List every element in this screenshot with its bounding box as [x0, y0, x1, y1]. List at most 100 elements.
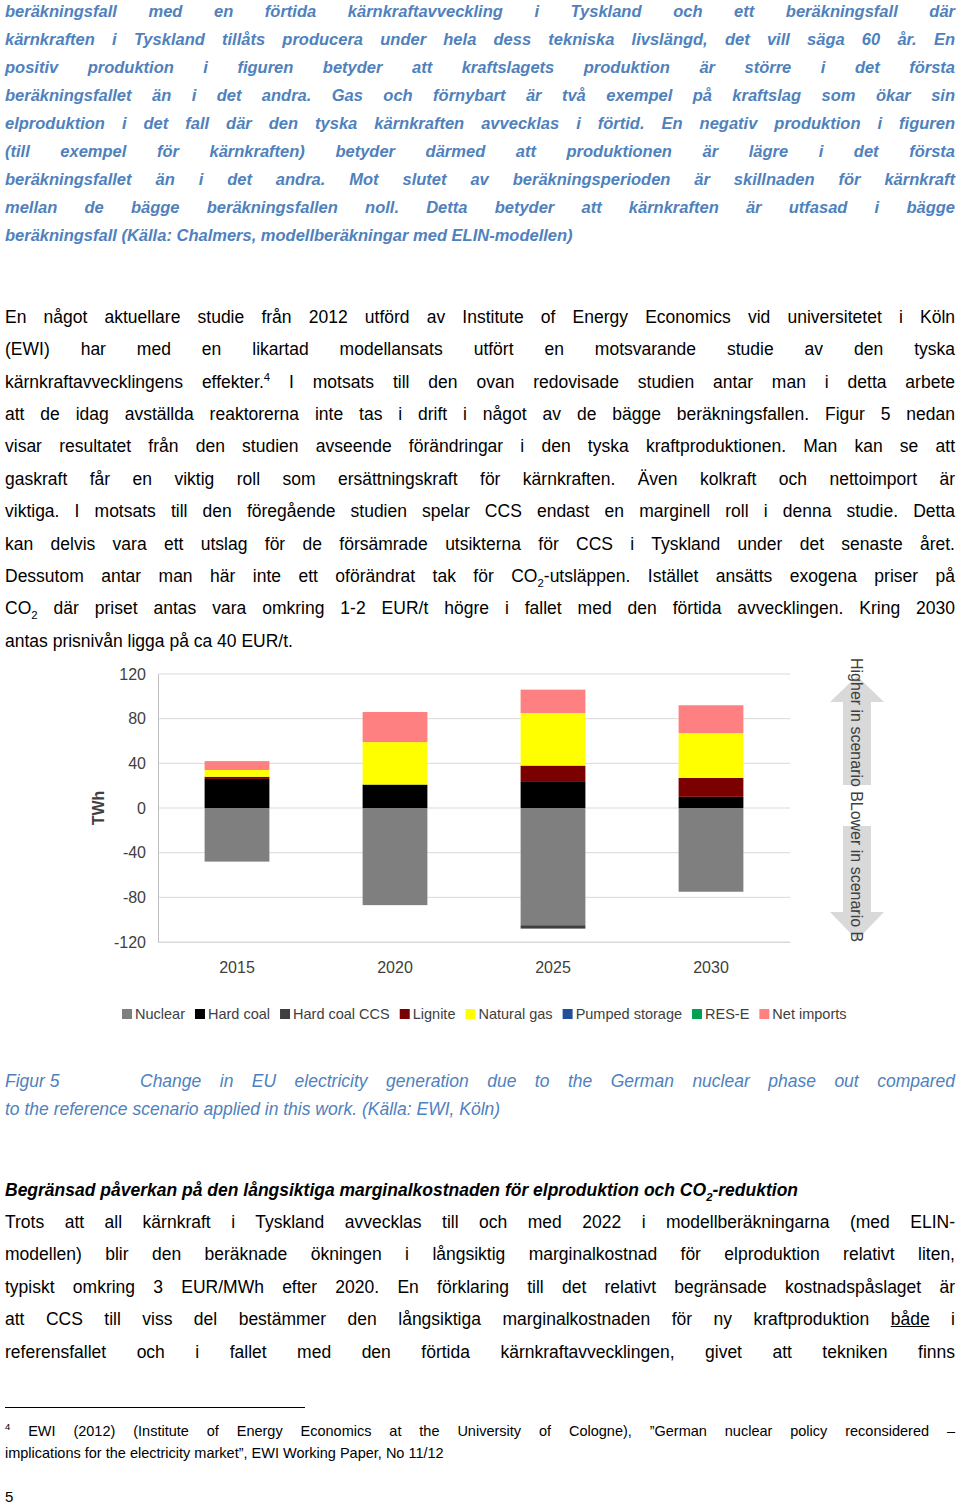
text-run: beräkningsfall (Källa: Chalmers, modellb… — [5, 226, 573, 244]
text-run: -utsläppen. Istället ansätts exogena pri… — [544, 566, 955, 586]
text-run: både — [891, 1309, 930, 1329]
caption-line: Change in EU electricity generation due … — [140, 1067, 955, 1095]
footnote-line: 4 EWI (2012) (Institute of Energy Econom… — [5, 1420, 955, 1442]
caption-line: positiv produktion i figuren betyder att… — [5, 53, 955, 81]
tick: 2015 — [219, 942, 255, 976]
tick-label: -80 — [123, 889, 146, 906]
text-run: 4 — [5, 1421, 10, 1432]
bar-segment — [205, 761, 270, 770]
text-run: to the reference scenario applied in thi… — [5, 1099, 500, 1119]
legend-label: Pumped storage — [576, 1006, 682, 1022]
paragraph-line: viktiga. I motsats till den föregående s… — [5, 495, 955, 527]
text-run: implications for the electricity market”… — [5, 1445, 444, 1461]
tick-label: -40 — [123, 844, 146, 861]
text-run: Begränsad påverkan på den långsiktiga ma… — [5, 1180, 706, 1200]
bar-segment — [205, 808, 270, 862]
paragraph-line: En något aktuellare studie från 2012 utf… — [5, 301, 955, 333]
text-run: visar resultatet från den studien avseen… — [5, 436, 955, 456]
footnote-separator — [5, 1407, 305, 1408]
paragraph-line: gaskraft får en viktig roll som ersättni… — [5, 463, 955, 495]
bar-segment — [205, 779, 270, 808]
text-run: beräkningsfallet än i det andra. Gas och… — [5, 86, 955, 104]
text-run: 4 — [264, 371, 270, 383]
text-run: att de idag avställda reaktorerna inte t… — [5, 404, 955, 424]
paragraph-line: Dessutom antar man här inte ett oförändr… — [5, 560, 955, 592]
text-run: gaskraft får en viktig roll som ersättni… — [5, 469, 955, 489]
annotation: Lower in scenario B — [848, 802, 865, 943]
bar-segment — [363, 808, 428, 905]
text-run: 2 — [537, 577, 543, 589]
text-run: Dessutom antar man här inte ett oförändr… — [5, 566, 537, 586]
annotation: Higher in scenario B — [848, 658, 865, 802]
text-run: viktiga. I motsats till den föregående s… — [5, 501, 955, 521]
tick-label: 80 — [128, 710, 146, 727]
bars — [205, 690, 744, 929]
tick-label: 120 — [119, 666, 146, 683]
paragraph-line: referensfallet och i fallet med den fört… — [5, 1336, 955, 1369]
caption-label: Figur 5 — [5, 1067, 59, 1095]
legend-swatch — [400, 1009, 410, 1019]
paragraph-line: att CCS till viss del bestämmer den lång… — [5, 1303, 955, 1336]
text-run: En något aktuellare studie från 2012 utf… — [5, 307, 955, 327]
text-run: EWI (2012) (Institute of Energy Economic… — [10, 1423, 955, 1439]
bar-segment — [679, 778, 744, 797]
text-run: antas prisnivån ligga på ca 40 EUR/t. — [5, 631, 293, 651]
paragraph-line: visar resultatet från den studien avseen… — [5, 430, 955, 462]
tick-label: 2030 — [693, 959, 729, 976]
text-run: i — [930, 1309, 955, 1329]
bar-segment — [521, 713, 586, 765]
text-run: -reduktion — [712, 1180, 798, 1200]
bar-segment — [363, 712, 428, 742]
legend-swatch — [280, 1009, 290, 1019]
heading: Begränsad påverkan på den långsiktiga ma… — [5, 1175, 955, 1205]
text-run: 2 — [31, 609, 37, 621]
bar-segment — [679, 808, 744, 892]
caption-line: to the reference scenario applied in thi… — [5, 1095, 955, 1123]
legend-label: Nuclear — [135, 1006, 185, 1022]
tick: 2030 — [693, 942, 729, 976]
legend: NuclearHard coalHard coal CCSLigniteNatu… — [122, 1006, 847, 1022]
tick: 0 — [137, 800, 158, 817]
text-run: Trots att all kärnkraft i Tyskland avvec… — [5, 1212, 955, 1232]
bar-segment — [521, 690, 586, 713]
text-run: beräkningsfall med en förtida kärnkrafta… — [5, 2, 955, 20]
paragraph-line: (EWI) har med en likartad modellansats u… — [5, 333, 955, 365]
grid — [158, 674, 790, 942]
axis-line — [158, 675, 159, 943]
caption-line: beräkningsfall (Källa: Chalmers, modellb… — [5, 221, 955, 249]
text-run: kan delvis vara ett utslag för de försäm… — [5, 534, 955, 554]
text-run: kärnkraften i Tyskland tillåts producera… — [5, 30, 955, 48]
text-run: CO — [5, 598, 31, 618]
bar-segment — [679, 797, 744, 808]
tick: 2020 — [377, 942, 413, 976]
tick: 2025 — [535, 942, 571, 976]
grid-line — [158, 897, 790, 898]
text-run: elproduktion i det fall där den tyska kä… — [5, 114, 955, 132]
text-run: där priset antas vara omkring 1-2 EUR/t … — [38, 598, 955, 618]
text-run: positiv produktion i figuren betyder att… — [5, 58, 955, 76]
footnote-line: implications for the electricity market”… — [5, 1442, 955, 1464]
text-run: (till exempel för kärnkraften) betyder d… — [5, 142, 955, 160]
paragraph-line: kan delvis vara ett utslag för de försäm… — [5, 528, 955, 560]
caption-line: beräkningsfallet än i det andra. Gas och… — [5, 81, 955, 109]
legend-swatch — [195, 1009, 205, 1019]
bar-segment — [521, 808, 586, 925]
tick-label: 0 — [137, 800, 146, 817]
text-run: modellen) blir den beräknade ökningen i … — [5, 1244, 955, 1264]
bar-segment — [363, 742, 428, 784]
page-number: 5 — [5, 1486, 13, 1507]
text-run: Change in EU electricity generation due … — [140, 1071, 955, 1091]
legend-swatch — [465, 1009, 475, 1019]
axis-title: TWh — [90, 791, 107, 826]
text-run: att CCS till viss del bestämmer den lång… — [5, 1309, 891, 1329]
tick-label: 40 — [128, 755, 146, 772]
annotations: Higher in scenario BLower in scenario B — [830, 658, 884, 942]
bar-segment — [205, 770, 270, 777]
paragraph-line: antas prisnivån ligga på ca 40 EUR/t. — [5, 625, 955, 657]
legend-label: Natural gas — [478, 1006, 552, 1022]
paragraph-line: typiskt omkring 3 EUR/MWh efter 2020. En… — [5, 1271, 955, 1304]
text-run: referensfallet och i fallet med den fört… — [5, 1342, 955, 1362]
tick: 80 — [128, 710, 158, 727]
paragraph-line: modellen) blir den beräknade ökningen i … — [5, 1238, 955, 1271]
tick: 40 — [128, 755, 158, 772]
